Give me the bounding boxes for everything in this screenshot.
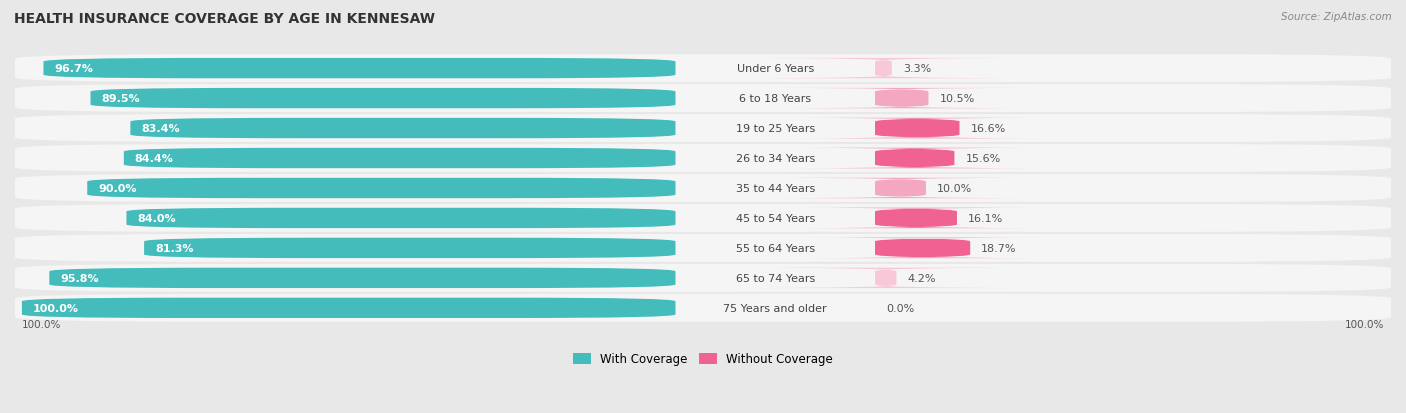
Text: 16.6%: 16.6%	[970, 124, 1005, 134]
FancyBboxPatch shape	[15, 204, 1391, 232]
Text: 81.3%: 81.3%	[155, 243, 194, 253]
FancyBboxPatch shape	[789, 148, 1040, 169]
FancyBboxPatch shape	[761, 178, 1040, 199]
Text: 100.0%: 100.0%	[32, 303, 79, 313]
Text: Source: ZipAtlas.com: Source: ZipAtlas.com	[1281, 12, 1392, 22]
Text: 90.0%: 90.0%	[98, 183, 136, 194]
Text: 84.4%: 84.4%	[135, 154, 174, 164]
FancyBboxPatch shape	[806, 238, 1040, 259]
FancyBboxPatch shape	[44, 59, 675, 79]
Text: 19 to 25 Years: 19 to 25 Years	[735, 124, 815, 134]
FancyBboxPatch shape	[792, 208, 1040, 228]
FancyBboxPatch shape	[794, 119, 1040, 139]
Text: 26 to 34 Years: 26 to 34 Years	[735, 154, 815, 164]
Text: HEALTH INSURANCE COVERAGE BY AGE IN KENNESAW: HEALTH INSURANCE COVERAGE BY AGE IN KENN…	[14, 12, 434, 26]
FancyBboxPatch shape	[15, 175, 1391, 202]
FancyBboxPatch shape	[15, 264, 1391, 292]
Text: 55 to 64 Years: 55 to 64 Years	[735, 243, 815, 253]
Text: 0.0%: 0.0%	[886, 303, 914, 313]
Text: 18.7%: 18.7%	[981, 243, 1017, 253]
FancyBboxPatch shape	[15, 145, 1391, 173]
Text: 100.0%: 100.0%	[22, 320, 62, 330]
FancyBboxPatch shape	[15, 294, 1391, 322]
Text: 45 to 54 Years: 45 to 54 Years	[735, 214, 815, 223]
FancyBboxPatch shape	[143, 238, 675, 259]
Text: 10.0%: 10.0%	[936, 183, 972, 194]
FancyBboxPatch shape	[49, 268, 675, 288]
FancyBboxPatch shape	[15, 55, 1391, 83]
FancyBboxPatch shape	[731, 268, 1040, 288]
FancyBboxPatch shape	[15, 115, 1391, 142]
Text: 100.0%: 100.0%	[1344, 320, 1384, 330]
FancyBboxPatch shape	[15, 235, 1391, 262]
FancyBboxPatch shape	[22, 298, 675, 318]
FancyBboxPatch shape	[90, 89, 675, 109]
FancyBboxPatch shape	[763, 89, 1040, 109]
Text: 89.5%: 89.5%	[101, 94, 141, 104]
Text: 4.2%: 4.2%	[907, 273, 936, 283]
FancyBboxPatch shape	[127, 208, 675, 228]
FancyBboxPatch shape	[124, 148, 675, 169]
Text: 35 to 44 Years: 35 to 44 Years	[735, 183, 815, 194]
Text: Under 6 Years: Under 6 Years	[737, 64, 814, 74]
Legend: With Coverage, Without Coverage: With Coverage, Without Coverage	[568, 348, 838, 370]
Text: 75 Years and older: 75 Years and older	[724, 303, 827, 313]
Text: 6 to 18 Years: 6 to 18 Years	[740, 94, 811, 104]
Text: 83.4%: 83.4%	[142, 124, 180, 134]
Text: 84.0%: 84.0%	[138, 214, 176, 223]
Text: 96.7%: 96.7%	[55, 64, 93, 74]
FancyBboxPatch shape	[131, 119, 675, 139]
Text: 16.1%: 16.1%	[967, 214, 1004, 223]
FancyBboxPatch shape	[87, 178, 675, 199]
FancyBboxPatch shape	[727, 59, 1040, 79]
Text: 95.8%: 95.8%	[60, 273, 98, 283]
FancyBboxPatch shape	[15, 85, 1391, 113]
Text: 10.5%: 10.5%	[939, 94, 974, 104]
Text: 65 to 74 Years: 65 to 74 Years	[735, 273, 815, 283]
Text: 15.6%: 15.6%	[966, 154, 1001, 164]
Text: 3.3%: 3.3%	[903, 64, 931, 74]
